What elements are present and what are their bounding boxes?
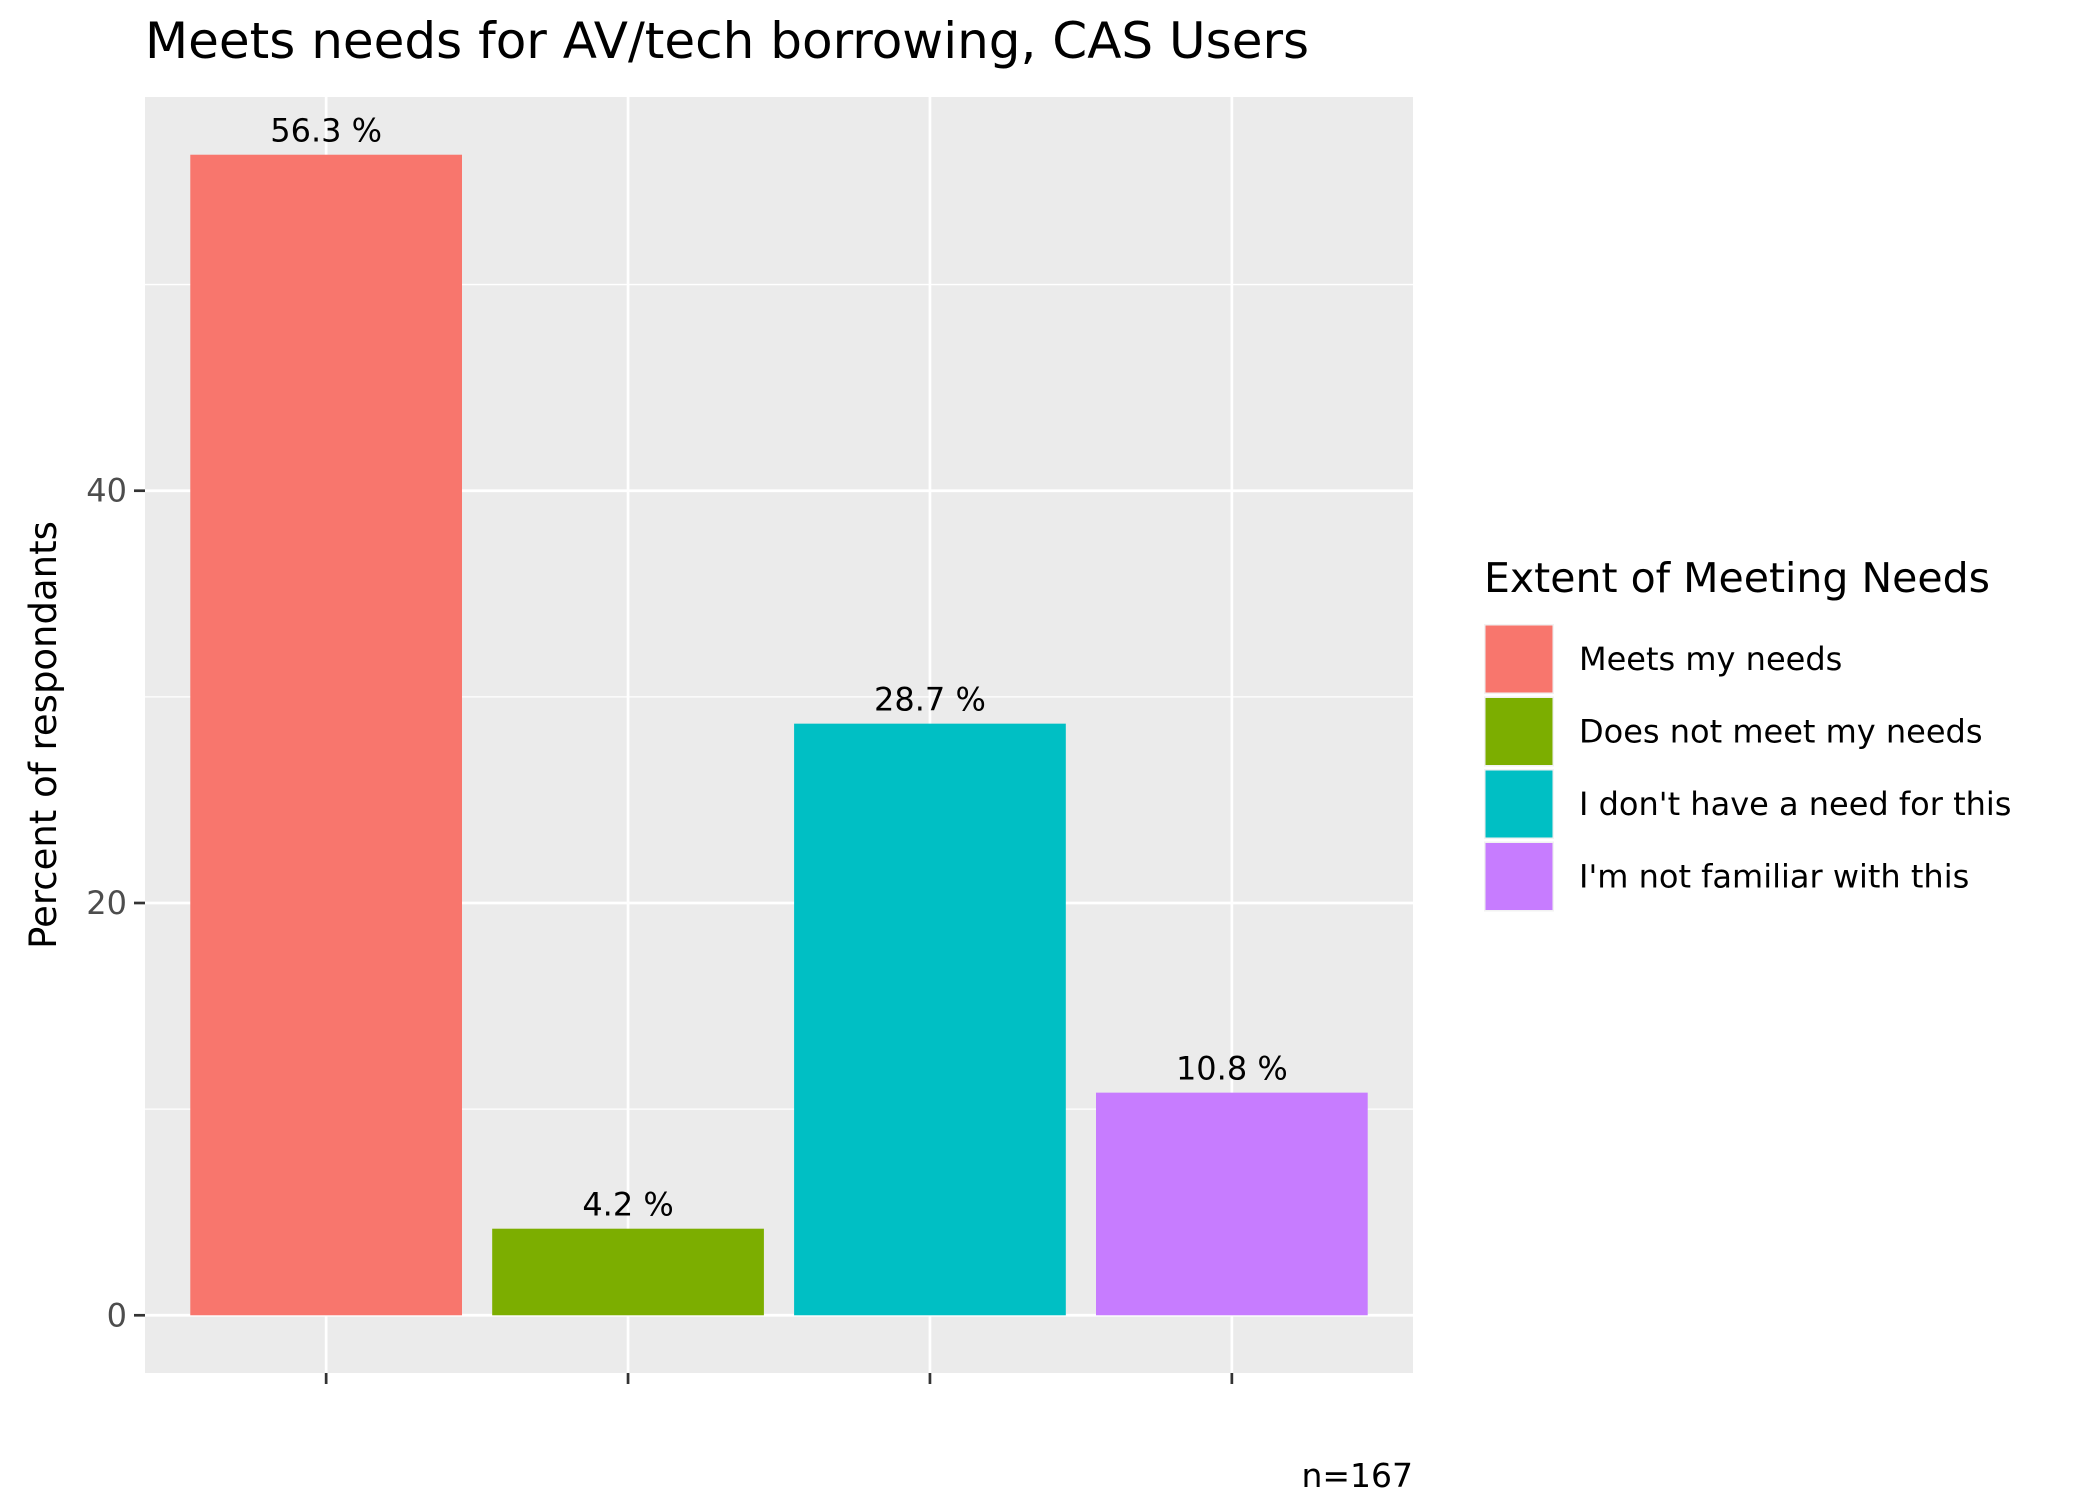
legend-swatch — [1485, 770, 1553, 838]
bar-3 — [794, 723, 1066, 1316]
bars — [190, 154, 1368, 1316]
legend-entry-label: I don't have a need for this — [1579, 785, 2011, 823]
bar-value-labels: 56.3 % 4.2 % 28.7 % 10.8 % — [270, 112, 1288, 1224]
legend-swatch — [1485, 843, 1553, 910]
chart-title: Meets needs for AV/tech borrowing, CAS U… — [145, 12, 1309, 70]
x-axis — [324, 1373, 1234, 1384]
legend-entry-label: Does not meet my needs — [1579, 713, 1983, 751]
bar-value-label: 28.7 % — [874, 681, 986, 719]
legend-swatch — [1485, 698, 1553, 765]
bar-2 — [492, 1228, 764, 1316]
caption-sample-size: n=167 — [1301, 1456, 1413, 1495]
bar-4 — [1096, 1092, 1368, 1316]
y-axis-label: Percent of respondants — [22, 521, 65, 949]
bar-value-label: 4.2 % — [582, 1186, 673, 1224]
legend-entry-label: Meets my needs — [1579, 640, 1842, 678]
legend-entry-label: I'm not familiar with this — [1579, 858, 1969, 896]
legend-swatch — [1485, 625, 1553, 693]
y-tick-label: 40 — [86, 472, 127, 510]
legend: Extent of Meeting Needs Meets my needs Do… — [1484, 554, 2011, 912]
y-axis: 0 20 40 — [86, 472, 145, 1334]
y-tick-label: 20 — [86, 884, 127, 922]
bar-value-label: 56.3 % — [270, 112, 382, 150]
legend-title: Extent of Meeting Needs — [1484, 554, 1990, 602]
bar-value-label: 10.8 % — [1176, 1050, 1288, 1088]
bar-1 — [190, 154, 463, 1316]
y-tick-label: 0 — [107, 1296, 127, 1334]
